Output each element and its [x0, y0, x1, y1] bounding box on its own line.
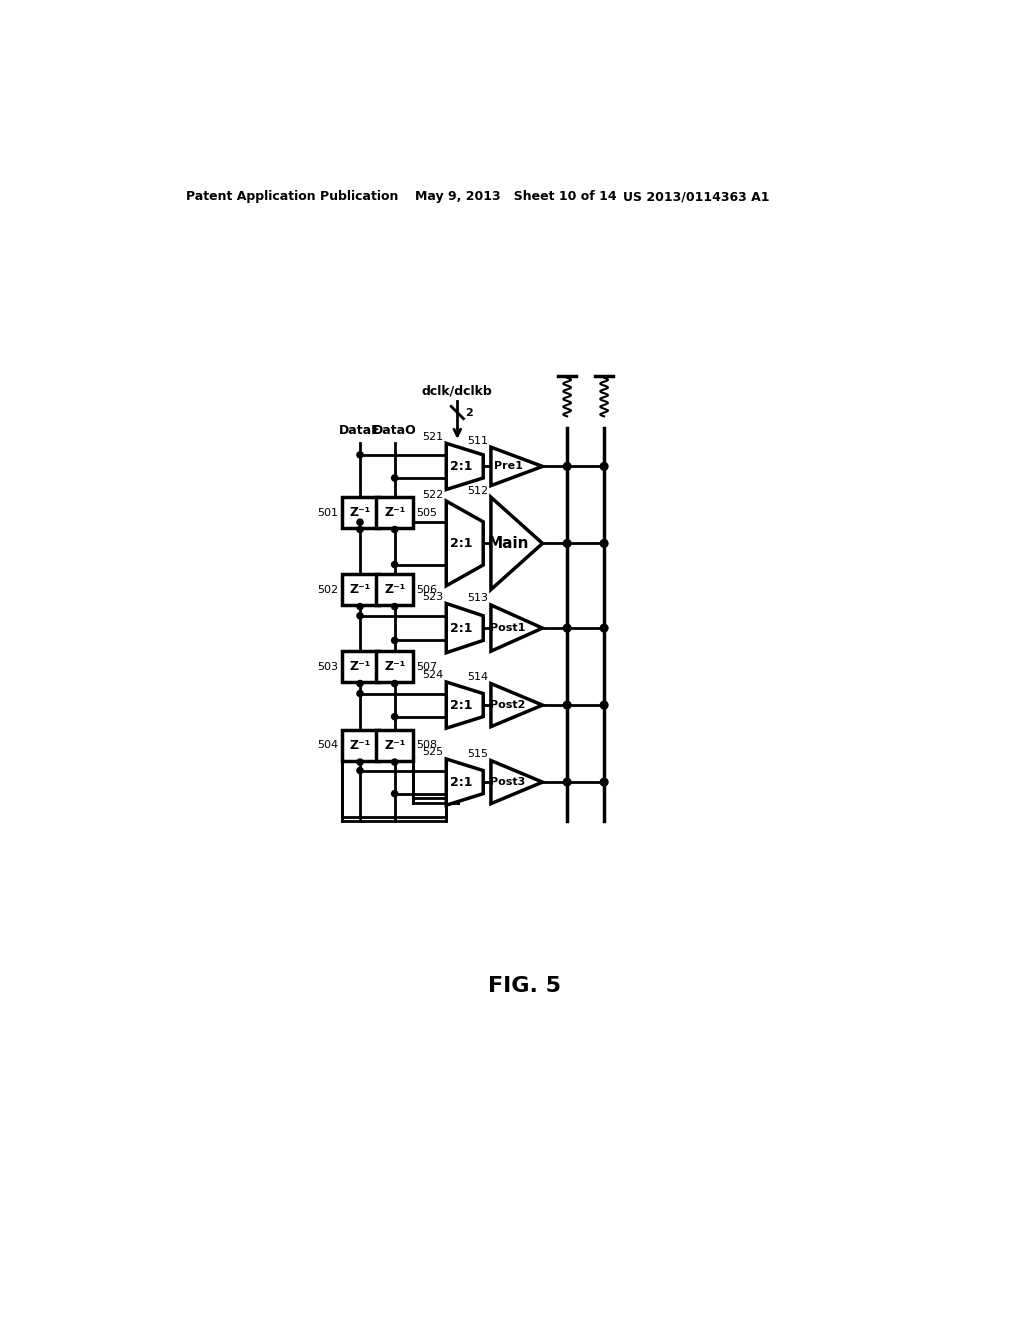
- Text: 2:1: 2:1: [450, 459, 472, 473]
- Bar: [342, 730, 379, 760]
- Circle shape: [563, 701, 571, 709]
- Circle shape: [391, 714, 397, 719]
- Text: Post2: Post2: [490, 700, 525, 710]
- Text: Patent Application Publication: Patent Application Publication: [186, 190, 398, 203]
- Text: 524: 524: [422, 671, 443, 681]
- Circle shape: [600, 462, 608, 470]
- Text: Z⁻¹: Z⁻¹: [349, 583, 371, 597]
- Text: 2:1: 2:1: [450, 698, 472, 711]
- Bar: [342, 574, 379, 605]
- Text: US 2013/0114363 A1: US 2013/0114363 A1: [624, 190, 770, 203]
- Circle shape: [391, 561, 397, 568]
- Text: 512: 512: [467, 486, 487, 496]
- Text: 507: 507: [416, 661, 437, 672]
- Circle shape: [391, 527, 397, 533]
- Text: 505: 505: [416, 508, 437, 517]
- Circle shape: [600, 540, 608, 548]
- Text: Z⁻¹: Z⁻¹: [349, 660, 371, 673]
- Polygon shape: [490, 605, 543, 651]
- Text: Post3: Post3: [490, 777, 525, 787]
- Circle shape: [357, 603, 364, 610]
- Bar: [342, 498, 379, 528]
- Bar: [342, 651, 379, 682]
- Text: 2:1: 2:1: [450, 622, 472, 635]
- Polygon shape: [490, 498, 543, 590]
- Circle shape: [563, 779, 571, 785]
- Text: Post1: Post1: [490, 623, 525, 634]
- Circle shape: [563, 540, 571, 548]
- Circle shape: [357, 519, 364, 525]
- Text: 502: 502: [317, 585, 339, 594]
- Text: dclk/dclkb: dclk/dclkb: [422, 384, 493, 397]
- Circle shape: [391, 791, 397, 797]
- Circle shape: [391, 638, 397, 644]
- Circle shape: [600, 779, 608, 785]
- Bar: [376, 498, 413, 528]
- Circle shape: [600, 624, 608, 632]
- Polygon shape: [446, 444, 483, 490]
- Circle shape: [600, 701, 608, 709]
- Bar: [376, 651, 413, 682]
- Circle shape: [357, 690, 364, 697]
- Text: 513: 513: [467, 594, 487, 603]
- Circle shape: [563, 624, 571, 632]
- Polygon shape: [490, 760, 543, 804]
- Bar: [376, 574, 413, 605]
- Text: 523: 523: [422, 591, 443, 602]
- Circle shape: [563, 462, 571, 470]
- Polygon shape: [446, 759, 483, 805]
- Text: 506: 506: [416, 585, 437, 594]
- Text: DataO: DataO: [373, 424, 417, 437]
- Text: Pre1: Pre1: [494, 462, 522, 471]
- Polygon shape: [446, 502, 483, 586]
- Circle shape: [357, 681, 364, 686]
- Text: Z⁻¹: Z⁻¹: [384, 739, 406, 751]
- Text: 501: 501: [317, 508, 339, 517]
- Text: FIG. 5: FIG. 5: [488, 977, 561, 997]
- Text: 511: 511: [467, 436, 487, 446]
- Circle shape: [357, 767, 364, 774]
- Polygon shape: [446, 603, 483, 653]
- Text: 2:1: 2:1: [450, 776, 472, 788]
- Text: May 9, 2013   Sheet 10 of 14: May 9, 2013 Sheet 10 of 14: [416, 190, 617, 203]
- Text: 508: 508: [416, 741, 437, 750]
- Circle shape: [357, 759, 364, 766]
- Text: 522: 522: [422, 490, 443, 499]
- Text: 514: 514: [467, 672, 487, 682]
- Text: Z⁻¹: Z⁻¹: [349, 739, 371, 751]
- Circle shape: [357, 451, 364, 458]
- Text: Z⁻¹: Z⁻¹: [384, 506, 406, 519]
- Text: 504: 504: [317, 741, 339, 750]
- Circle shape: [391, 759, 397, 766]
- Text: Main: Main: [487, 536, 528, 550]
- Circle shape: [357, 527, 364, 533]
- Text: Z⁻¹: Z⁻¹: [384, 660, 406, 673]
- Circle shape: [357, 612, 364, 619]
- Polygon shape: [490, 684, 543, 726]
- Text: 2: 2: [465, 408, 473, 417]
- Circle shape: [391, 681, 397, 686]
- Text: 503: 503: [317, 661, 339, 672]
- Polygon shape: [490, 447, 543, 486]
- Polygon shape: [446, 682, 483, 729]
- Text: 515: 515: [467, 748, 487, 759]
- Circle shape: [391, 475, 397, 480]
- Text: 521: 521: [422, 432, 443, 442]
- Text: 525: 525: [422, 747, 443, 758]
- Text: DataE: DataE: [339, 424, 381, 437]
- Text: 2:1: 2:1: [450, 537, 472, 550]
- Text: Z⁻¹: Z⁻¹: [349, 506, 371, 519]
- Circle shape: [391, 603, 397, 610]
- Text: Z⁻¹: Z⁻¹: [384, 583, 406, 597]
- Bar: [376, 730, 413, 760]
